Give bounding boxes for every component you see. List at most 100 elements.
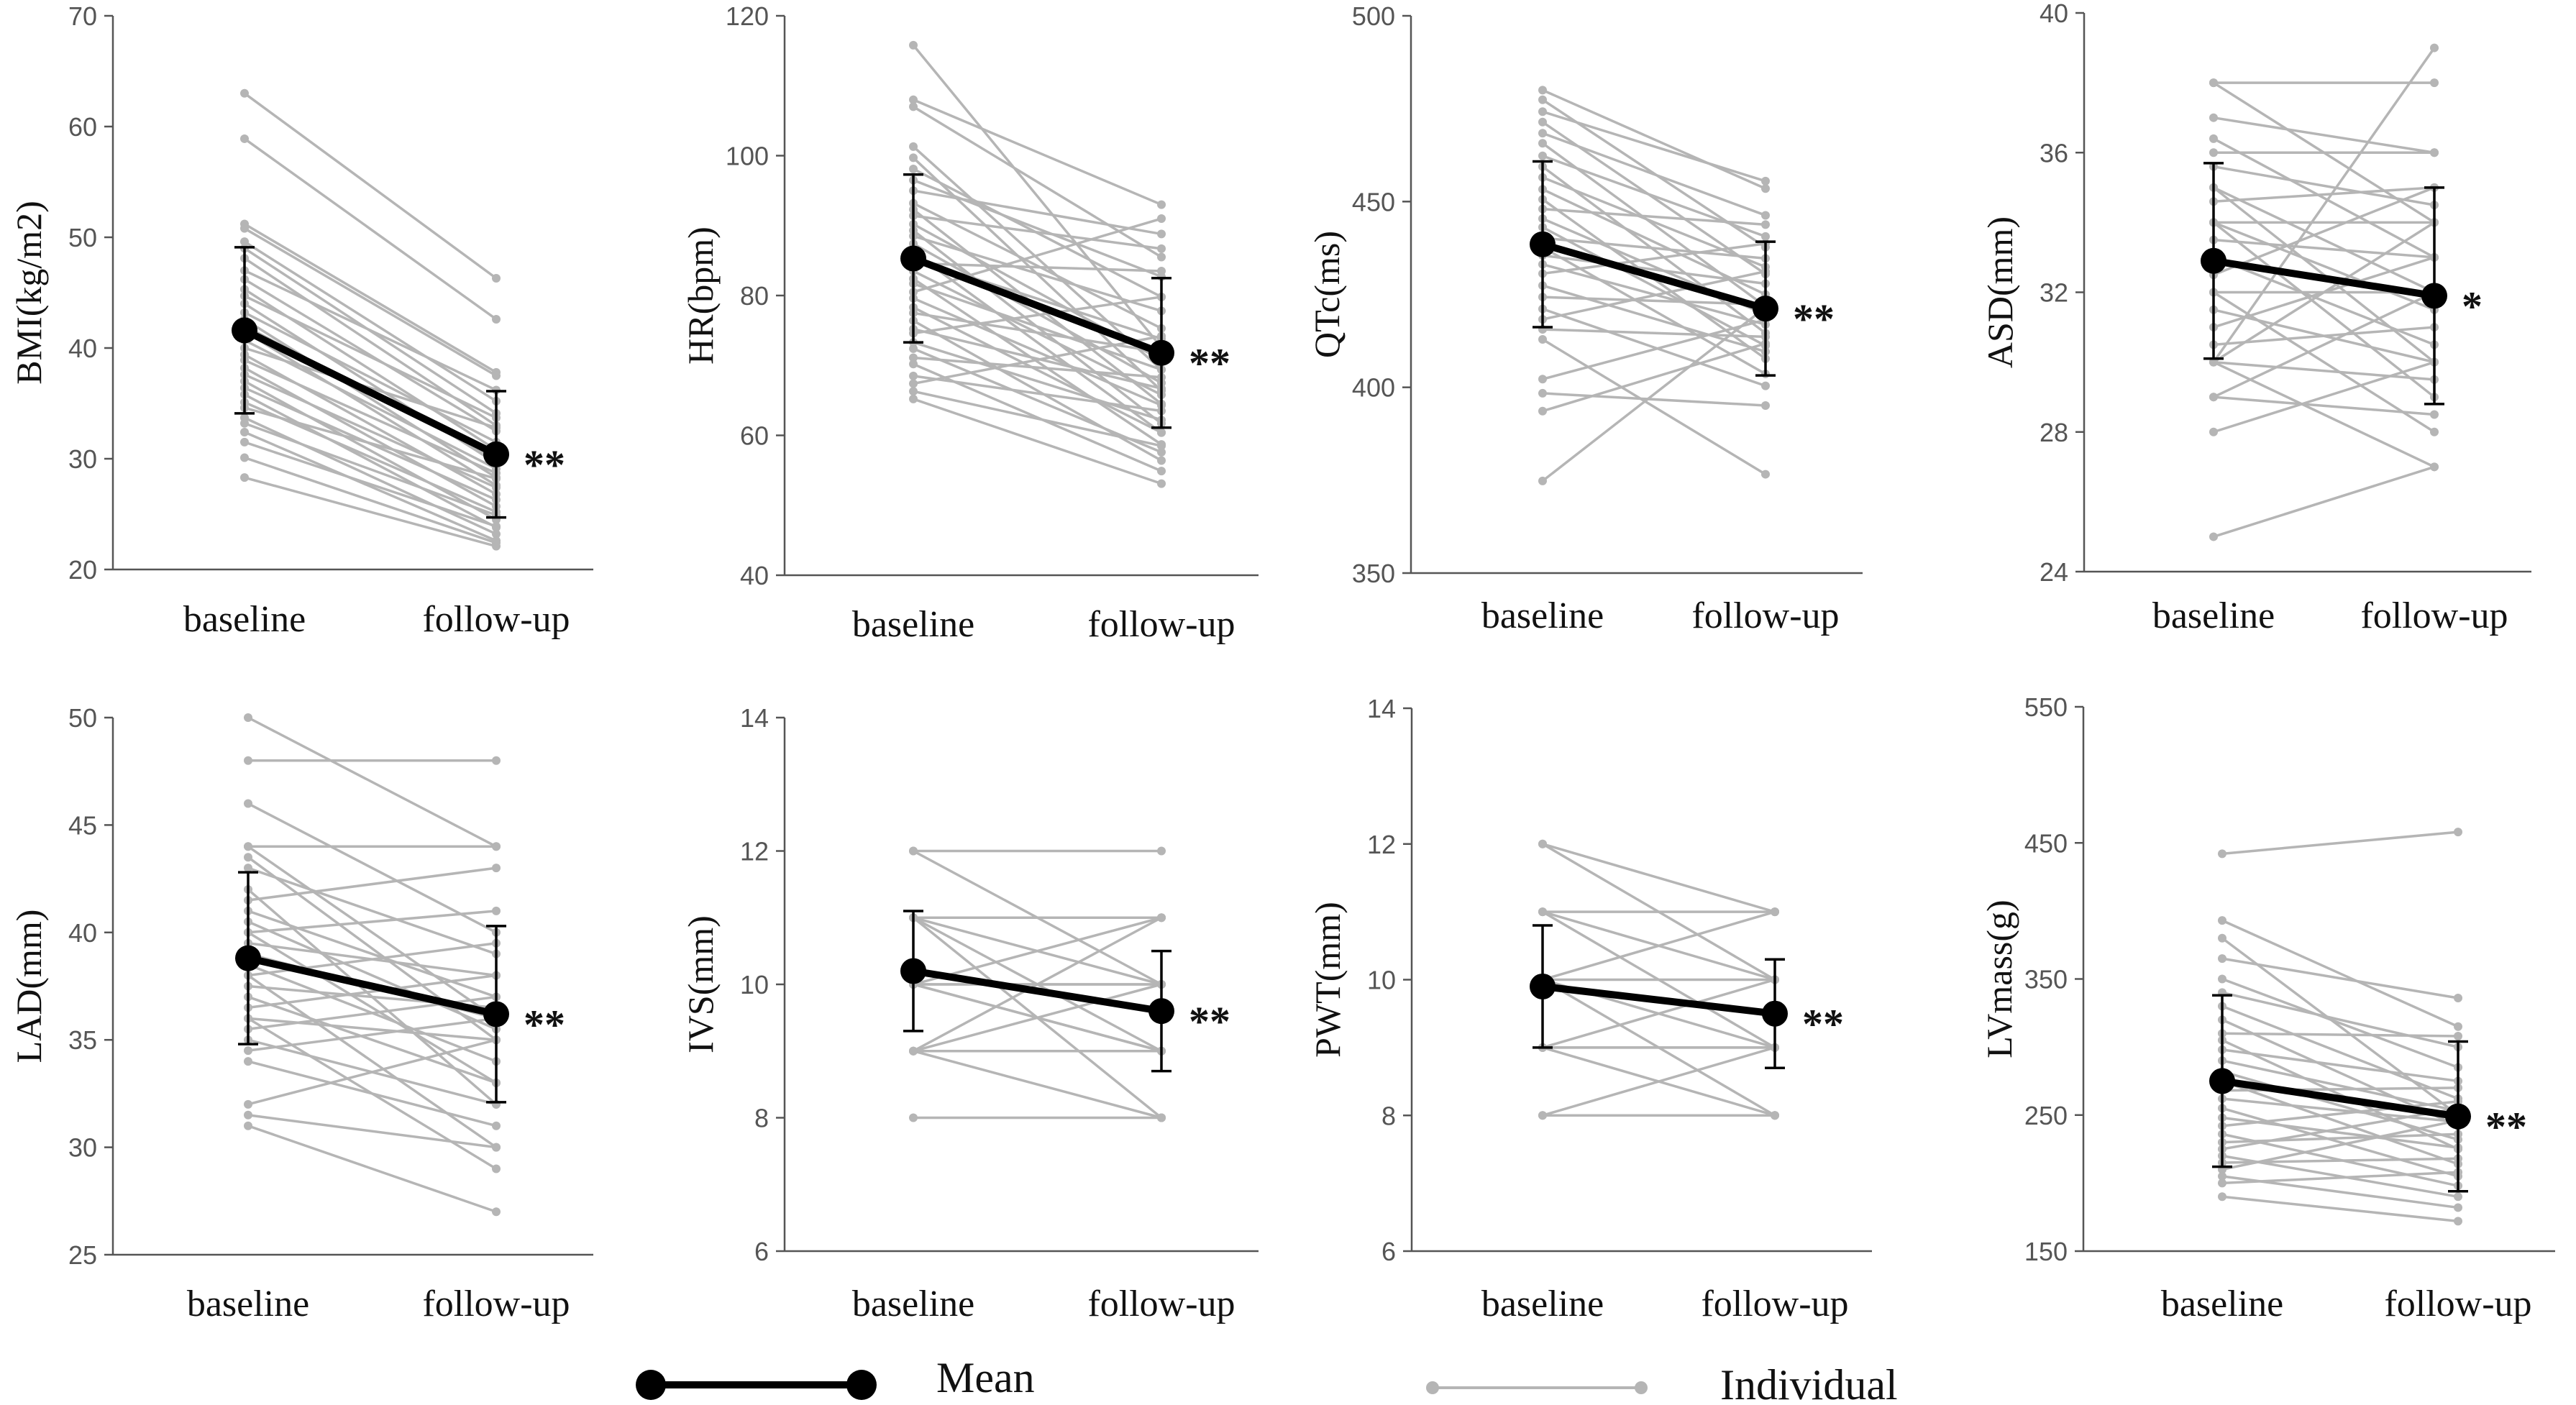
y-axis-title: ASD(mm) [1980,216,2020,368]
y-tick-label: 6 [754,1237,769,1266]
significance-label: ** [524,441,565,488]
individual-line [913,296,1162,335]
y-tick-label: 30 [68,1133,97,1163]
individual-line [244,240,497,403]
individual-point [2430,462,2439,472]
individual-line [913,189,1162,236]
individual-point [1761,220,1770,229]
individual-point [492,864,501,873]
significance-label: ** [524,1001,565,1048]
individual-line [2221,977,2459,1069]
mean-point-baseline [900,245,926,272]
individual-point [1538,151,1547,160]
individual-line [244,278,497,432]
individual-line [913,356,1162,379]
mean-point-follow-up [483,441,509,467]
individual-line [243,92,498,280]
y-tick-label: 14 [1367,694,1396,723]
mean-point-baseline [232,317,257,344]
individual-line [2221,1032,2459,1038]
y-tick-label: 40 [68,334,97,363]
y-tick-label: 350 [2024,965,2068,994]
legend-individual-label: Individual [1720,1361,1898,1405]
y-tick-label: 6 [1381,1237,1396,1266]
individual-point [1157,846,1166,856]
x-category-label-follow-up: follow-up [1701,1283,1848,1324]
mean-point-baseline [2201,247,2226,274]
individual-line [912,251,1163,434]
individual-point [240,428,249,437]
individual-line [913,282,1162,371]
individual-line [913,202,1162,330]
individual-line [913,398,1162,485]
individual-point [1157,456,1166,465]
y-tick-label: 400 [1352,373,1395,403]
y-tick-label: 28 [2040,418,2068,447]
individual-line [2221,937,2459,1117]
individual-point [1538,335,1547,344]
individual-point [1761,232,1770,241]
individual-point [1538,907,1547,917]
individual-point [2209,148,2218,157]
individual-point [492,756,501,765]
individual-line [1542,237,1766,260]
y-tick-label: 25 [68,1240,97,1270]
individual-line [2221,1107,2459,1178]
individual-line [2213,395,2435,416]
y-tick-label: 10 [1367,966,1396,995]
individual-point [240,134,249,143]
individual-line [913,99,1162,206]
mean-point-baseline [2209,1068,2235,1094]
individual-point [1761,381,1770,390]
mean-point-follow-up [483,1001,509,1028]
individual-point [492,1164,501,1173]
individual-point [1538,476,1547,485]
individual-line [1542,110,1766,183]
individual-line [2221,1059,2459,1112]
y-tick-label: 250 [2024,1101,2068,1130]
y-tick-label: 100 [726,142,769,171]
mean-point-baseline [235,945,261,971]
individual-line [1541,165,1767,334]
individual-point [492,906,501,915]
individual-line [247,1017,497,1052]
individual-point [909,387,918,396]
y-tick-label: 50 [68,223,97,252]
y-axis-title: BMI(kg/m2) [9,201,49,385]
individual-point [492,1207,501,1217]
y-tick-label: 30 [68,444,97,474]
significance-label: ** [1189,340,1230,387]
individual-line [243,137,498,321]
individual-line [1542,318,1766,380]
individual-point [909,40,918,50]
x-category-label-follow-up: follow-up [2360,595,2508,636]
individual-point [2218,1171,2226,1181]
individual-line [1542,910,1776,981]
individual-point [1761,211,1770,220]
individual-line [2213,186,2435,276]
individual-line [1542,392,1766,407]
chart-panel-bmi: 20 30 40 50 60 70 BMI(kg/m2) baseline follow-up *… [9,1,593,640]
x-category-label-follow-up: follow-up [422,599,570,640]
individual-series [240,88,501,551]
individual-point [1538,129,1547,138]
individual-line [913,311,1162,354]
individual-point [244,1121,252,1130]
mean-point-follow-up [2421,283,2447,309]
individual-point [909,95,918,104]
chart-panel-asd: 24 28 32 36 40 ASD(mm) baseline follow-up * [1980,0,2531,636]
chart-panel-hr: 40 60 80 100 120 HR(bpm) baseline follow-up ** [680,1,1259,645]
individual-line [244,223,497,374]
individual-line [2213,221,2435,311]
x-category-label-follow-up: follow-up [1087,1283,1235,1324]
individual-line [1542,207,1766,226]
y-tick-label: 40 [740,561,769,590]
individual-line [2213,186,2435,294]
individual-point [909,1113,918,1122]
individual-point [1157,252,1166,262]
individual-line [913,178,1162,278]
individual-line [913,297,1162,407]
individual-line [244,367,497,508]
individual-line [247,1038,497,1106]
individual-line [2213,137,2435,259]
